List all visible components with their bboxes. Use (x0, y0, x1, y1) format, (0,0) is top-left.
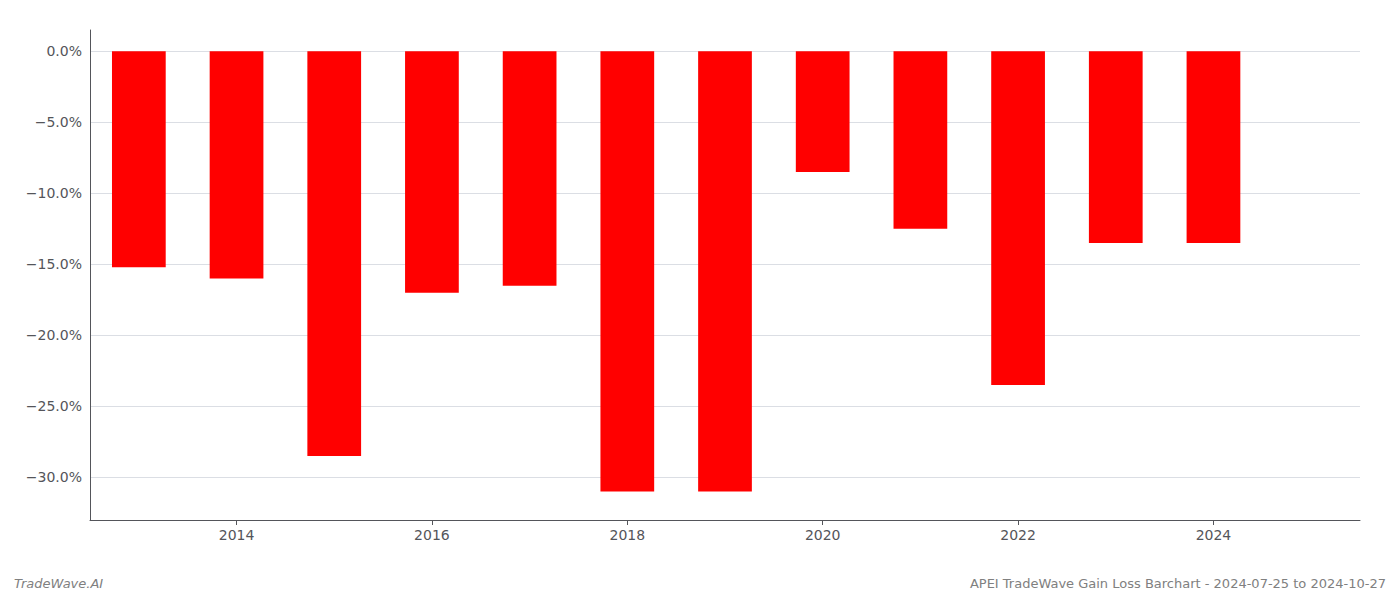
svg-text:2020: 2020 (805, 527, 841, 543)
svg-text:−15.0%: −15.0% (26, 256, 82, 272)
svg-text:−25.0%: −25.0% (26, 398, 82, 414)
svg-text:2016: 2016 (414, 527, 450, 543)
svg-text:2014: 2014 (219, 527, 255, 543)
svg-text:2024: 2024 (1196, 527, 1232, 543)
svg-text:2022: 2022 (1000, 527, 1036, 543)
svg-text:−30.0%: −30.0% (26, 469, 82, 485)
svg-text:−5.0%: −5.0% (35, 114, 82, 130)
svg-text:−10.0%: −10.0% (26, 185, 82, 201)
svg-text:APEI TradeWave Gain Loss Barch: APEI TradeWave Gain Loss Barchart - 2024… (970, 576, 1386, 591)
svg-text:0.0%: 0.0% (46, 43, 82, 59)
svg-text:2018: 2018 (609, 527, 645, 543)
svg-text:−20.0%: −20.0% (26, 327, 82, 343)
svg-text:TradeWave.AI: TradeWave.AI (14, 576, 103, 591)
